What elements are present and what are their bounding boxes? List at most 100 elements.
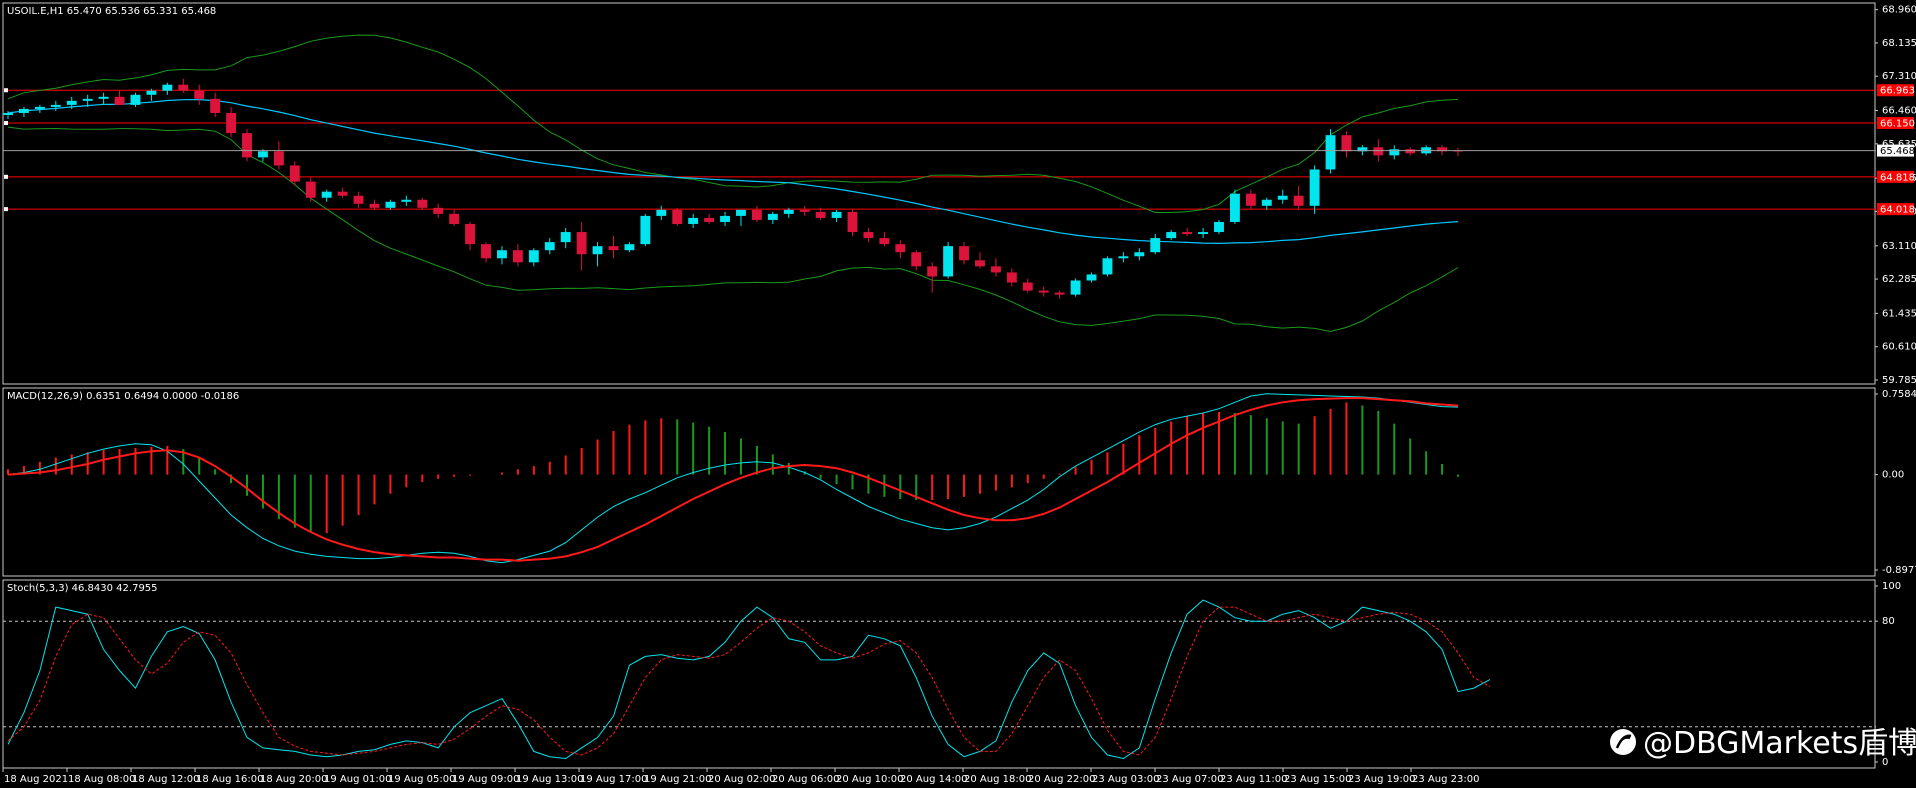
candle [1389, 145, 1400, 160]
level-price-tag [1877, 203, 1914, 216]
candle-body [1118, 256, 1129, 259]
time-tick-label: 19 Aug 13:00 [516, 774, 583, 785]
level-price-label: 64.018 [1880, 205, 1915, 216]
candle-body [178, 84, 189, 91]
candle [1006, 268, 1017, 287]
candle [1086, 272, 1097, 283]
time-tick-label: 19 Aug 05:00 [388, 774, 455, 785]
candle-body [162, 84, 173, 91]
candle-body [990, 266, 1001, 273]
price-tick-label: 63.110 [1882, 241, 1916, 252]
time-tick-label: 19 Aug 01:00 [324, 774, 391, 785]
candle [927, 262, 938, 293]
candle [273, 141, 284, 170]
candle [863, 228, 874, 243]
candle [210, 92, 221, 117]
candle-body [688, 217, 699, 224]
candle [624, 242, 635, 253]
candle [1022, 278, 1033, 293]
level-handle[interactable] [4, 121, 8, 126]
candlesticks [3, 78, 1463, 299]
candle [114, 90, 125, 105]
candle [178, 78, 189, 93]
candle-body [959, 246, 969, 261]
time-tick-label: 19 Aug 09:00 [452, 774, 519, 785]
candle [50, 100, 61, 111]
candle-body [592, 246, 603, 255]
level-price-label: 64.818 [1880, 172, 1915, 183]
candle [321, 189, 332, 202]
candle [990, 258, 1001, 277]
candle [82, 94, 93, 107]
candle-body [98, 96, 109, 99]
time-tick-label: 20 Aug 02:00 [708, 774, 775, 785]
candle-body [337, 191, 348, 196]
candle [1134, 248, 1145, 261]
current-price-label: 65.468 [1880, 146, 1915, 157]
price-tick-label: 62.285 [1882, 274, 1916, 285]
candle [401, 195, 412, 206]
candle [433, 203, 444, 218]
time-tick-label: 18 Aug 12:00 [132, 774, 199, 785]
candle-body [321, 191, 332, 198]
candle [943, 242, 954, 279]
stoch-tick-label: 0 [1882, 757, 1888, 768]
time-tick-label: 18 Aug 08:00 [68, 774, 135, 785]
stoch-tick-label: 80 [1882, 616, 1895, 627]
level-handle[interactable] [4, 207, 8, 212]
candle [337, 187, 348, 198]
time-tick-label: 18 Aug 2021 [4, 774, 68, 785]
candle-body [34, 106, 45, 109]
price-panel[interactable] [2, 2, 1876, 385]
candle [258, 149, 268, 162]
time-tick-label: 18 Aug 20:00 [260, 774, 327, 785]
candle [34, 104, 45, 113]
candle-body [369, 203, 380, 208]
candle-body [481, 244, 491, 259]
price-tick-label: 66.460 [1882, 106, 1916, 117]
time-tick-label: 20 Aug 22:00 [1028, 774, 1095, 785]
candle [656, 205, 667, 220]
level-price-tag [1877, 117, 1914, 130]
candle [815, 207, 826, 220]
candle [98, 92, 109, 105]
stoch-panel-header: Stoch(5,3,3) 46.8430 42.7955 [7, 583, 158, 594]
time-tick-label: 20 Aug 10:00 [836, 774, 903, 785]
macd-panel[interactable] [2, 387, 1876, 577]
candle [560, 228, 571, 249]
candle-body [1357, 147, 1368, 152]
price-panel-header: USOIL.E,H1 65.470 65.536 65.331 65.468 [7, 6, 216, 17]
candle-body [1437, 147, 1448, 152]
candle-body [879, 238, 890, 245]
stoch-panel[interactable] [2, 579, 1876, 769]
candle-body [194, 90, 205, 99]
candle-body [672, 209, 683, 224]
candle [3, 110, 13, 120]
watermark: @DBGMarkets盾博 [1610, 726, 1916, 761]
candle-body [497, 250, 507, 259]
level-price-tag [1877, 170, 1914, 183]
candle-body [385, 201, 396, 208]
candle [1214, 219, 1224, 235]
candle-body [1309, 169, 1320, 206]
candle [1341, 131, 1352, 158]
candle-body [146, 90, 157, 95]
candle [162, 82, 173, 95]
candle-body [927, 266, 938, 277]
candle-body [1277, 195, 1288, 200]
candle [1405, 147, 1416, 156]
level-handle[interactable] [4, 88, 8, 93]
time-tick-label: 20 Aug 18:00 [964, 774, 1031, 785]
candle [194, 84, 205, 105]
candle [130, 92, 141, 107]
level-handle[interactable] [4, 174, 8, 179]
price-tick-label: 61.435 [1882, 308, 1916, 319]
candle [1198, 228, 1208, 239]
candle [720, 211, 730, 226]
candle-body [736, 209, 746, 216]
level-price-label: 66.963 [1880, 86, 1915, 97]
candle [959, 242, 969, 265]
candle-body [799, 209, 810, 212]
candle-body [576, 232, 587, 255]
candle [512, 244, 523, 267]
